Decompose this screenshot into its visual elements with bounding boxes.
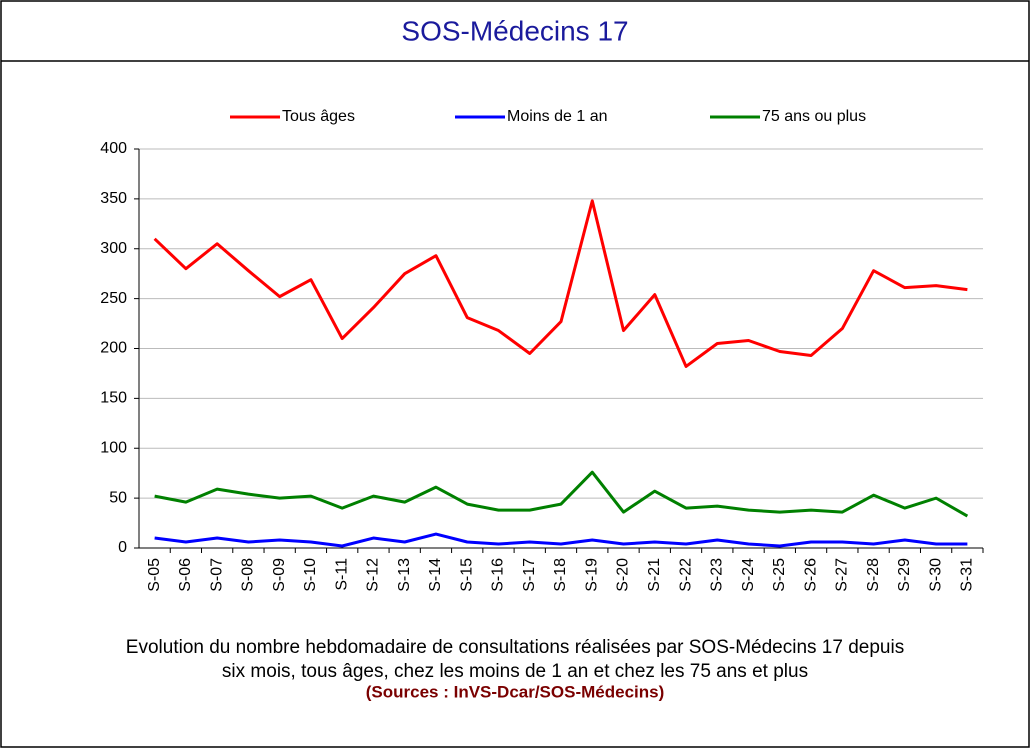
x-tick-label: S-07 (208, 558, 225, 592)
x-tick-label: S-20 (615, 558, 632, 592)
x-tick-label: S-28 (865, 558, 882, 592)
x-tick-label: S-31 (959, 558, 976, 592)
caption: Evolution du nombre hebdomadaire de cons… (126, 637, 904, 658)
x-tick-label: S-17 (521, 558, 538, 592)
y-tick-label: 100 (100, 439, 127, 456)
x-tick-label: S-30 (927, 558, 944, 592)
x-tick-label: S-23 (709, 558, 726, 592)
x-tick-label: S-25 (771, 558, 788, 592)
chart-title: SOS-Médecins 17 (401, 15, 628, 46)
y-tick-label: 50 (109, 489, 127, 506)
x-tick-label: S-14 (427, 558, 444, 592)
x-tick-label: S-22 (677, 558, 694, 592)
x-tick-label: S-29 (896, 558, 913, 592)
legend-label: Tous âges (282, 108, 355, 125)
y-tick-label: 300 (100, 240, 127, 257)
x-tick-label: S-10 (302, 558, 319, 592)
legend-label: Moins de 1 an (507, 108, 608, 125)
x-tick-label: S-08 (240, 558, 257, 592)
x-tick-label: S-06 (177, 558, 194, 592)
x-tick-label: S-26 (802, 558, 819, 592)
legend-label: 75 ans ou plus (762, 108, 866, 125)
x-tick-label: S-16 (490, 558, 507, 592)
series-line (153, 199, 968, 368)
x-tick-label: S-24 (740, 558, 757, 592)
y-tick-label: 350 (100, 190, 127, 207)
caption: six mois, tous âges, chez les moins de 1… (222, 661, 808, 682)
series-line (154, 532, 968, 548)
x-tick-label: S-21 (646, 558, 663, 592)
x-tick-label: S-18 (552, 558, 569, 592)
y-tick-label: 0 (118, 539, 127, 556)
source: (Sources : InVS-Dcar/SOS-Médecins) (366, 682, 665, 701)
x-tick-label: S-12 (365, 558, 382, 592)
y-tick-label: 150 (100, 390, 127, 407)
y-tick-label: 400 (100, 140, 127, 157)
x-tick-label: S-19 (583, 558, 600, 592)
y-tick-label: 200 (100, 340, 127, 357)
x-tick-label: S-13 (396, 558, 413, 592)
x-tick-label: S-27 (834, 558, 851, 592)
x-tick-label: S-15 (458, 558, 475, 592)
x-tick-label: S-09 (271, 558, 288, 592)
x-tick-label: S-05 (146, 558, 163, 592)
series-line (154, 470, 969, 518)
y-tick-label: 250 (100, 290, 127, 307)
x-tick-label: S-11 (333, 558, 350, 591)
